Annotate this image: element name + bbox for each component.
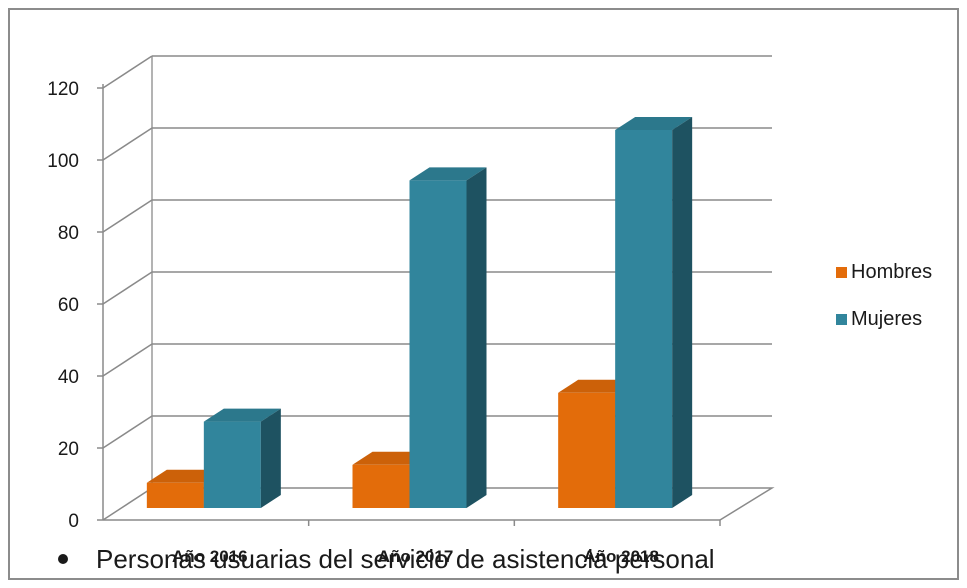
bar-front	[409, 180, 467, 508]
gridline-diagonal	[102, 199, 153, 233]
gridline-diagonal	[102, 127, 153, 161]
bar-front	[203, 421, 261, 508]
y-tick-label: 0	[68, 511, 79, 532]
bar-side	[260, 408, 281, 508]
axes	[97, 84, 721, 526]
x-tick-label: Año 2018	[583, 547, 659, 566]
bar-front	[352, 464, 410, 508]
gridline-diagonal	[102, 55, 153, 89]
bar-side	[672, 117, 693, 508]
bar-top	[203, 408, 281, 422]
y-tick-label: 120	[47, 79, 79, 100]
bar-mujeres-2	[615, 117, 693, 508]
y-tick-label: 80	[58, 223, 79, 244]
bar-top	[409, 167, 487, 181]
bar-front	[615, 130, 673, 508]
legend-swatch-mujeres	[836, 314, 847, 325]
legend-swatch-hombres	[836, 267, 847, 278]
bar-top	[615, 117, 693, 130]
bar-front	[146, 482, 204, 508]
y-tick-label: 100	[47, 151, 79, 172]
x-tick-label: Año 2016	[172, 547, 248, 566]
legend-label-mujeres: Mujeres	[851, 308, 922, 330]
gridline-diagonal	[102, 271, 153, 305]
bullet-icon	[58, 554, 68, 565]
bar-mujeres-0	[203, 408, 281, 508]
y-tick-label: 60	[58, 295, 79, 316]
bar-mujeres-1	[409, 167, 487, 508]
bar-front	[558, 392, 616, 508]
legend: Hombres Mujeres	[836, 261, 932, 330]
caption: Personas usuarias del servicio de asiste…	[58, 544, 715, 575]
x-tick-label: Año 2017	[378, 547, 454, 566]
legend-label-hombres: Hombres	[851, 261, 932, 283]
bars	[146, 117, 693, 508]
gridline-diagonal	[102, 343, 153, 377]
y-tick-label: 20	[58, 439, 79, 460]
bar-side	[466, 167, 487, 508]
gridline-diagonal	[102, 415, 153, 449]
caption-text: Personas usuarias del servicio de asiste…	[96, 544, 715, 574]
axis-labels: 0 20 40 60 80 100 120 Año 2016 Año 2017 Año 2018	[47, 79, 659, 566]
y-tick-label: 40	[58, 367, 79, 388]
